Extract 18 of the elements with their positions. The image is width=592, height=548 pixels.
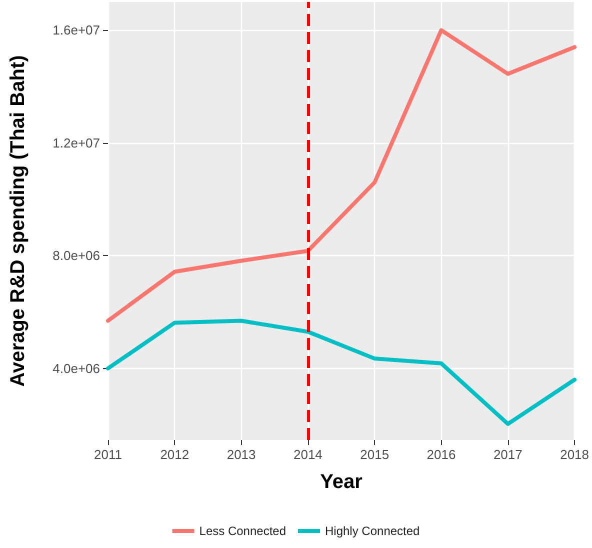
x-tick-label: 2016 xyxy=(426,447,456,462)
x-tick-label: 2017 xyxy=(493,447,522,462)
x-tick-label: 2018 xyxy=(560,447,589,462)
x-tick-label: 2013 xyxy=(226,447,256,462)
x-tick-label: 2011 xyxy=(94,447,122,462)
y-tick-label: 8.0e+06 xyxy=(52,248,100,264)
y-axis-title: Average R&D spending (Thai Baht) xyxy=(7,55,29,387)
legend-label: Highly Connected xyxy=(325,524,420,538)
y-tick-label: 1.2e+07 xyxy=(52,135,100,150)
x-tick-label: 2015 xyxy=(360,447,390,462)
y-tick-label: 4.0e+06 xyxy=(52,360,100,376)
x-axis-title: Year xyxy=(320,471,363,493)
x-tick-label: 2014 xyxy=(293,447,322,462)
legend-label: Less Connected xyxy=(199,524,286,538)
line-series xyxy=(106,318,577,426)
y-tick-label: 1.6e+07 xyxy=(52,22,100,38)
line-series xyxy=(106,28,577,323)
x-tick-label: 2012 xyxy=(160,447,190,462)
